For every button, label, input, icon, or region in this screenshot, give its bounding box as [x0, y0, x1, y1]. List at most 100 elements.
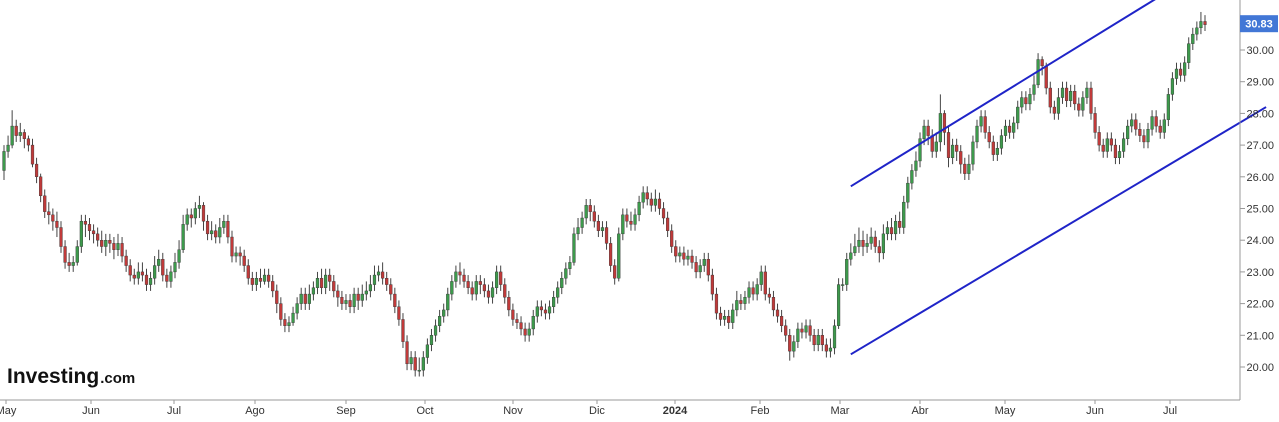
candle-down — [55, 220, 59, 228]
candle-up — [197, 205, 202, 209]
candle-down — [458, 271, 462, 276]
candle-up — [922, 125, 926, 139]
candle-up — [914, 160, 918, 171]
candle-down — [942, 113, 947, 133]
candle-up — [910, 170, 914, 184]
candle-up — [755, 284, 759, 295]
candle-up — [637, 201, 641, 216]
candle-down — [478, 281, 482, 285]
price-tick-label: 28.00 — [1246, 108, 1274, 120]
candle-down — [201, 205, 206, 222]
candle-down — [132, 274, 136, 279]
candle-up — [975, 125, 979, 143]
candle-up — [1012, 122, 1016, 133]
candle-down — [1089, 87, 1093, 114]
candle-up — [6, 144, 10, 152]
candle-down — [1007, 125, 1012, 133]
candle-down — [779, 316, 784, 326]
candle-up — [409, 357, 413, 365]
candle-down — [727, 316, 731, 323]
candle-up — [157, 259, 161, 266]
candle-up — [633, 214, 637, 225]
candle-down — [470, 287, 474, 295]
candle-up — [1105, 138, 1109, 152]
candle-up — [881, 233, 885, 254]
candle-down — [718, 312, 723, 320]
candle-up — [902, 201, 906, 228]
candle-down — [356, 293, 360, 301]
candle-down — [124, 255, 128, 266]
candle-down — [340, 297, 344, 304]
candle-up — [1016, 106, 1020, 124]
candle-down — [238, 252, 242, 257]
candle-down — [706, 259, 710, 276]
candle-down — [1048, 87, 1052, 108]
candle-up — [454, 271, 458, 282]
candle-up — [1081, 97, 1085, 111]
candle-down — [405, 341, 409, 365]
price-tick-label: 21.00 — [1246, 330, 1274, 342]
candle-down — [393, 293, 397, 307]
logo-main-text: Investing — [7, 365, 99, 388]
candle-down — [112, 243, 116, 250]
candle-up — [568, 262, 572, 269]
candle-down — [775, 309, 780, 317]
candle-up — [743, 297, 747, 304]
trendlines-layer — [850, 0, 1267, 356]
candle-down — [381, 271, 385, 279]
candle-up — [621, 214, 625, 235]
candle-down — [1203, 21, 1207, 25]
candle-up — [352, 293, 356, 307]
candle-up — [857, 239, 861, 247]
candle-up — [999, 135, 1004, 149]
candle-up — [1060, 87, 1065, 98]
price-tick-label: 27.00 — [1246, 140, 1274, 152]
candle-down — [43, 195, 47, 212]
candle-up — [584, 205, 588, 219]
candle-down — [246, 265, 250, 279]
candle-down — [144, 274, 149, 285]
candle-up — [234, 252, 238, 257]
candle-up — [1170, 78, 1175, 95]
candle-up — [104, 239, 108, 247]
candle-down — [303, 293, 307, 304]
time-tick-label: May — [995, 405, 1016, 417]
candle-up — [450, 281, 454, 295]
price-tick-label: 25.00 — [1246, 204, 1274, 216]
candle-up — [836, 284, 841, 326]
candle-down — [230, 236, 234, 257]
candle-up — [169, 271, 173, 282]
candle-down — [22, 132, 26, 139]
candle-down — [328, 274, 332, 282]
candle-down — [1052, 106, 1056, 114]
candle-down — [348, 300, 352, 307]
candle-down — [189, 214, 193, 219]
candle-up — [344, 300, 348, 304]
candle-up — [735, 300, 739, 311]
candle-down — [389, 284, 393, 295]
candle-down — [120, 243, 124, 257]
candle-up — [446, 293, 450, 311]
candle-down — [87, 224, 92, 231]
time-axis: May Jun Jul Ago Sep Oct Nov Dic 2024 Feb Mar Abr May… — [0, 400, 1177, 417]
candle-down — [499, 271, 503, 285]
candle-down — [507, 297, 511, 311]
candle-up — [531, 316, 535, 330]
candle-up — [1121, 138, 1126, 152]
candle-up — [442, 309, 446, 317]
candle-down — [596, 220, 600, 231]
candle-up — [556, 287, 560, 298]
candle-down — [1113, 144, 1118, 158]
candle-up — [686, 255, 690, 260]
candle-up — [1056, 97, 1061, 114]
candle-up — [1195, 27, 1199, 35]
candle-up — [971, 141, 975, 165]
candle-up — [71, 262, 75, 266]
candle-down — [385, 278, 389, 285]
time-tick-label: Mar — [831, 405, 850, 417]
candle-up — [429, 335, 434, 346]
candle-down — [666, 217, 670, 231]
candle-up — [417, 369, 421, 372]
